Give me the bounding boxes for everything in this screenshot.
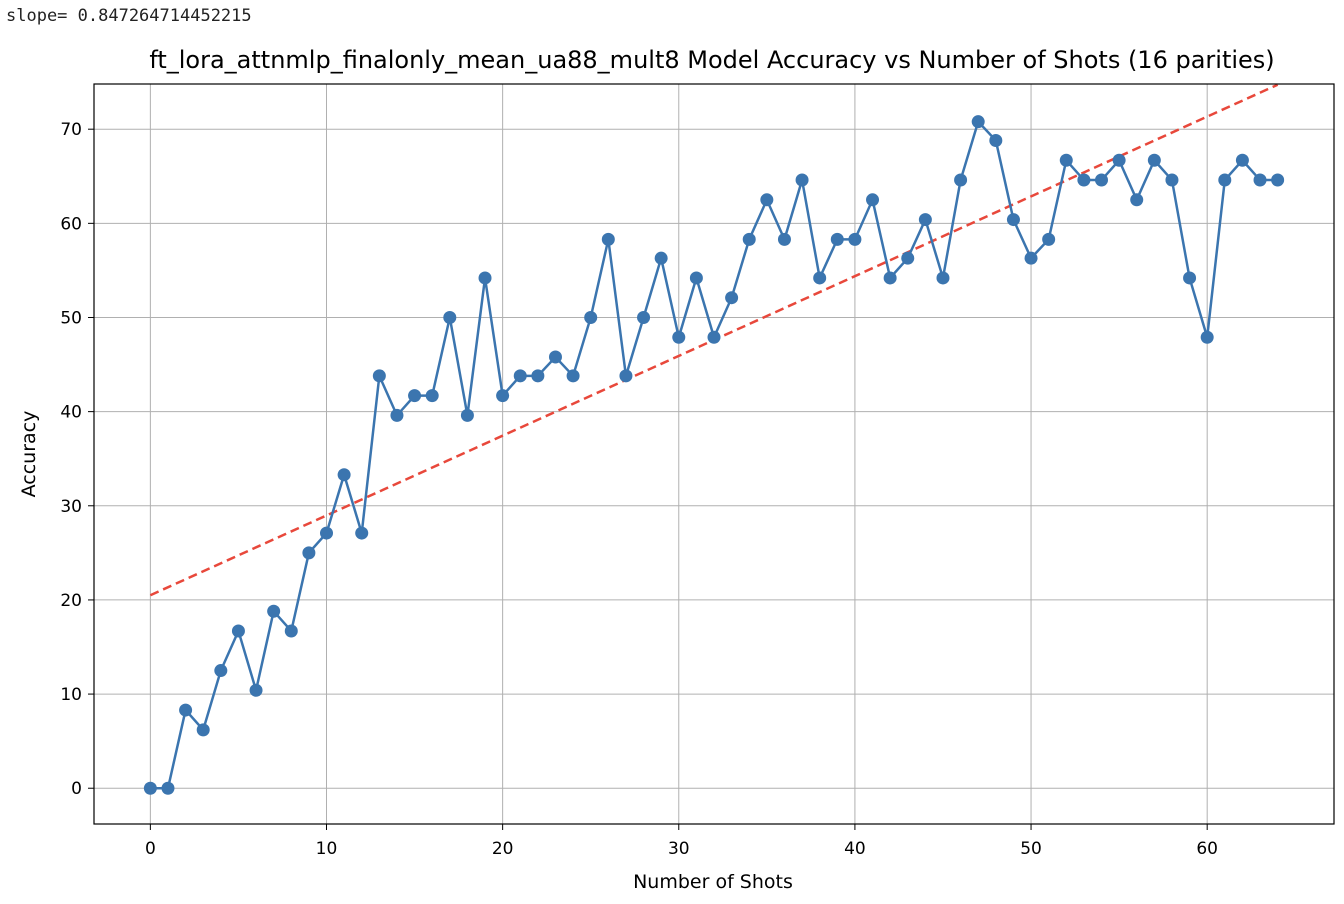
y-tick-label: 50 <box>60 308 82 328</box>
data-point <box>460 408 474 422</box>
data-point <box>689 271 703 285</box>
data-point <box>1200 330 1214 344</box>
data-point <box>1059 153 1073 167</box>
data-point <box>1183 271 1197 285</box>
data-point <box>548 350 562 364</box>
data-point <box>143 781 157 795</box>
data-point <box>777 232 791 246</box>
data-point <box>531 369 545 383</box>
data-point <box>1042 232 1056 246</box>
data-point <box>954 173 968 187</box>
ticks-layer: 0 10 20 30 40 50 60 0 10 20 30 40 50 60 70 <box>60 120 1218 859</box>
series-layer <box>143 115 1285 795</box>
data-point <box>936 271 950 285</box>
data-point <box>249 683 263 697</box>
data-point <box>1235 153 1249 167</box>
data-point <box>725 291 739 305</box>
data-point <box>267 604 281 618</box>
data-point <box>1095 173 1108 187</box>
plot-frame <box>93 83 1335 825</box>
x-tick-label: 30 <box>668 839 690 859</box>
x-tick-label: 60 <box>1196 839 1218 859</box>
data-point <box>1112 153 1126 167</box>
data-point <box>989 133 1003 147</box>
series-line <box>150 119 1278 790</box>
data-point <box>1130 193 1144 207</box>
data-point <box>795 173 809 187</box>
data-point <box>883 271 897 285</box>
data-point <box>760 193 774 207</box>
data-point <box>425 389 439 403</box>
y-tick-label: 0 <box>71 779 82 799</box>
data-point <box>355 526 369 540</box>
data-point <box>619 369 633 383</box>
data-point <box>1165 173 1179 187</box>
x-axis-label: Number of Shots <box>633 871 793 893</box>
data-point <box>408 389 422 403</box>
data-point <box>1253 173 1267 187</box>
data-point <box>654 251 668 265</box>
x-tick-label: 40 <box>844 839 866 859</box>
data-point <box>196 723 210 737</box>
data-point <box>1024 251 1038 265</box>
console-output: slope= 0.847264714452215 <box>6 6 252 26</box>
x-tick-label: 0 <box>145 839 156 859</box>
data-point <box>971 115 985 129</box>
data-point <box>513 369 527 383</box>
data-point <box>284 624 298 638</box>
data-point <box>1271 173 1285 187</box>
data-point <box>1006 213 1020 227</box>
chart-title: ft_lora_attnmlp_finalonly_mean_ua88_mult… <box>149 46 1274 74</box>
y-tick-label: 70 <box>60 120 82 140</box>
data-point <box>918 213 932 227</box>
y-tick-label: 20 <box>60 591 82 611</box>
grid <box>94 84 1334 824</box>
data-point <box>672 330 686 344</box>
y-axis-label: Accuracy <box>18 411 40 498</box>
data-point <box>901 251 915 265</box>
data-point <box>584 310 598 324</box>
x-tick-label: 50 <box>1020 839 1042 859</box>
data-point <box>707 330 721 344</box>
data-point <box>637 310 651 324</box>
data-point <box>742 232 756 246</box>
data-point <box>231 624 245 638</box>
data-point <box>496 389 510 403</box>
data-point <box>1218 173 1232 187</box>
data-point <box>866 193 880 207</box>
data-point <box>830 232 844 246</box>
data-point <box>214 664 228 678</box>
data-point <box>372 369 386 383</box>
y-tick-label: 10 <box>60 685 82 705</box>
data-point <box>337 468 351 482</box>
data-point <box>1147 153 1161 167</box>
data-point <box>566 369 580 383</box>
data-point <box>1077 173 1091 187</box>
data-point <box>601 232 615 246</box>
data-point <box>848 232 862 246</box>
data-point <box>320 526 333 540</box>
data-point <box>443 310 457 324</box>
x-tick-label: 10 <box>316 839 338 859</box>
data-point <box>390 408 404 422</box>
data-point <box>813 271 827 285</box>
data-point <box>478 271 492 285</box>
y-tick-label: 60 <box>60 214 82 234</box>
y-tick-label: 40 <box>60 403 82 423</box>
data-point <box>179 703 193 717</box>
x-tick-label: 20 <box>492 839 514 859</box>
data-point <box>302 546 316 560</box>
data-point <box>161 781 175 795</box>
y-tick-label: 30 <box>60 497 82 517</box>
